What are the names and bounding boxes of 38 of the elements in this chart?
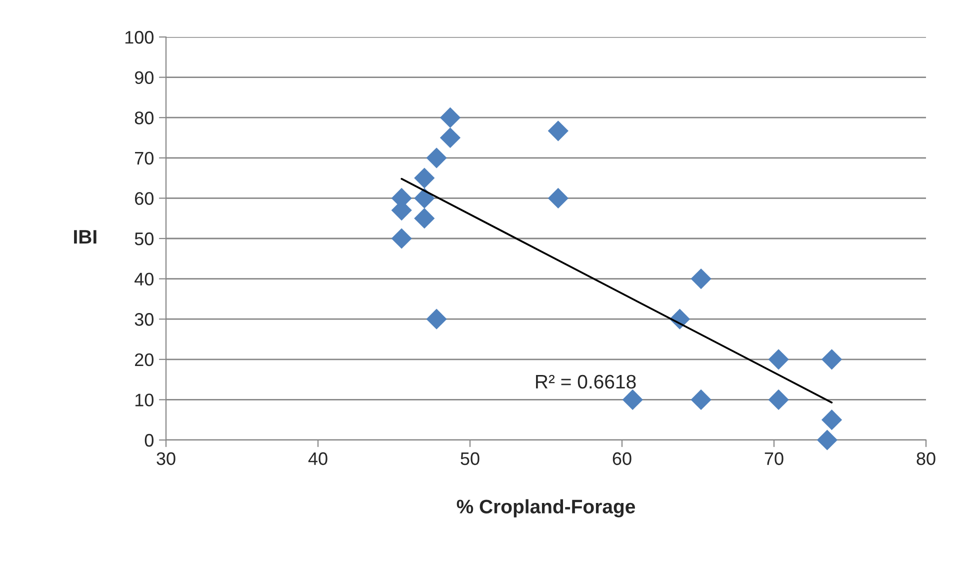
point xyxy=(690,389,712,410)
x-tick-label: 50 xyxy=(460,452,480,466)
y-tick-label: 70 xyxy=(135,152,154,165)
point xyxy=(440,107,461,128)
y-tick-label: 30 xyxy=(134,313,154,326)
y-axis-title: IBI xyxy=(74,230,96,244)
y-tick-label: 20 xyxy=(135,353,154,366)
y-tick-label: 10 xyxy=(135,394,154,406)
point xyxy=(548,188,568,208)
y-tick-label: 40 xyxy=(134,272,154,286)
x-axis-title: % Cropland-Forage xyxy=(456,499,636,518)
point xyxy=(426,148,447,168)
y-tick-label: 50 xyxy=(134,232,154,246)
y-tick-label: 100 xyxy=(125,30,154,44)
x-tick-label: 60 xyxy=(612,452,632,466)
x-tick-label: 40 xyxy=(308,452,328,466)
point xyxy=(816,430,838,450)
y-tick-label: 0 xyxy=(144,434,154,447)
point xyxy=(440,127,461,148)
point xyxy=(391,228,412,249)
point xyxy=(414,188,435,208)
point xyxy=(768,389,789,410)
x-tick-label: 80 xyxy=(916,452,936,466)
x-tick-label: 30 xyxy=(156,452,176,466)
point xyxy=(821,410,842,430)
y-tick-label: 80 xyxy=(134,112,154,124)
point xyxy=(414,168,435,188)
y-tick-label: 60 xyxy=(135,192,154,205)
point xyxy=(821,349,842,370)
annotation: R² = 0.6618 xyxy=(536,374,636,389)
point xyxy=(414,208,435,229)
x-tick-label: 70 xyxy=(764,452,784,466)
point xyxy=(426,308,447,330)
y-tick-label: 90 xyxy=(134,71,154,84)
point xyxy=(548,120,568,142)
point xyxy=(768,349,789,370)
point xyxy=(690,268,712,290)
point xyxy=(622,389,643,410)
